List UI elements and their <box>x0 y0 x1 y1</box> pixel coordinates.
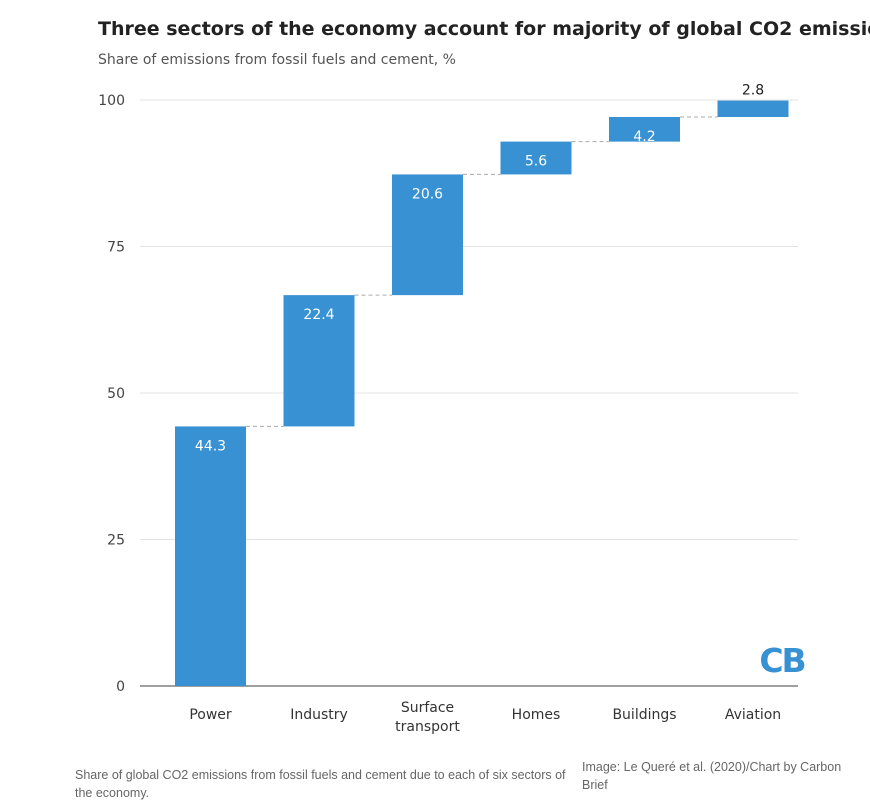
y-tick-label: 0 <box>116 679 125 695</box>
bar-aviation <box>717 100 789 117</box>
x-tick-label: Buildings <box>612 707 676 723</box>
x-tick-label: Homes <box>512 707 561 723</box>
data-label: 20.6 <box>412 186 443 202</box>
bar-homes <box>500 141 572 175</box>
data-label: 22.4 <box>303 307 334 323</box>
chart-subtitle: Share of emissions from fossil fuels and… <box>98 52 456 68</box>
x-tick-label: Aviation <box>725 707 781 723</box>
bar-power <box>175 426 246 686</box>
y-tick-label: 50 <box>107 386 125 402</box>
bar-buildings <box>609 116 680 142</box>
data-label: 4.2 <box>633 129 655 145</box>
data-label: 44.3 <box>195 438 226 454</box>
data-labels: 44.3 22.4 20.6 5.6 4.2 2.8 <box>195 83 764 455</box>
bars <box>175 100 789 686</box>
figure-caption: Share of global CO2 emissions from fossi… <box>75 768 566 800</box>
chart-title: Three sectors of the economy account for… <box>98 18 870 40</box>
data-label: 2.8 <box>742 83 764 99</box>
gridlines <box>140 99 798 687</box>
y-tick-label: 75 <box>107 240 125 256</box>
x-tick-label: Surface transport <box>395 700 460 735</box>
y-tick-labels: 0 25 50 75 100 <box>98 93 125 695</box>
x-tick-label: Industry <box>290 707 348 723</box>
y-tick-label: 25 <box>107 533 125 549</box>
data-label: 5.6 <box>525 154 547 170</box>
x-tick-labels: Power Industry Surface transport Homes Buildi… <box>189 700 781 735</box>
connector-lines <box>246 116 718 427</box>
bar-industry <box>283 295 355 427</box>
y-tick-label: 100 <box>98 93 125 109</box>
carbon-brief-logo: CB <box>759 641 804 680</box>
bar-surface-transport <box>392 174 463 296</box>
image-credit: Image: Le Queré et al. (2020)/Chart by C… <box>582 760 842 792</box>
x-tick-label: Power <box>189 707 232 723</box>
